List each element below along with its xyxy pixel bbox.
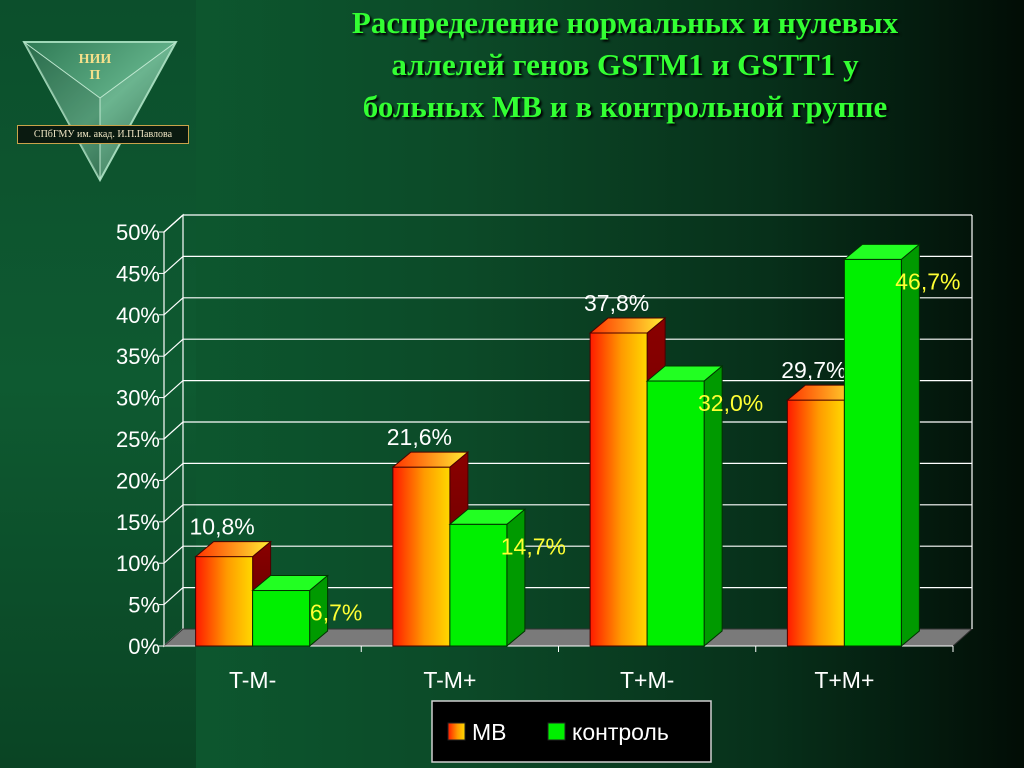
legend-label: МВ <box>472 719 507 745</box>
bar-front <box>195 556 254 647</box>
bar-side <box>506 508 526 648</box>
bar-top <box>251 575 330 592</box>
gridline-side <box>163 380 184 399</box>
bar-front <box>449 523 508 647</box>
data-label: 6,7% <box>310 600 362 626</box>
bar <box>448 508 527 648</box>
data-label: 32,0% <box>698 390 763 416</box>
x-tick-label: T+M+ <box>814 667 874 693</box>
logo-text-line2: П <box>89 68 101 83</box>
gridline-side <box>163 214 184 233</box>
y-tick-label: 20% <box>116 468 160 493</box>
legend-box <box>431 700 712 763</box>
gridline-side <box>163 338 184 357</box>
data-label: 10,8% <box>190 514 255 540</box>
x-tick-label: T+M- <box>620 667 674 693</box>
data-label: 21,6% <box>387 424 452 450</box>
data-label: 29,7% <box>781 357 846 383</box>
bars: 10,8% 6,7% 21,6% 14,7% 37,8% 32,0% 29,7% 46,7% <box>190 243 960 648</box>
legend-label: контроль <box>572 719 669 745</box>
y-tick-label: 50% <box>116 220 160 245</box>
bar-top <box>448 508 527 525</box>
y-tick-label: 25% <box>116 427 160 452</box>
bar <box>645 364 724 648</box>
gridline-side <box>163 297 184 316</box>
bar-front <box>392 466 451 647</box>
bar <box>842 243 921 648</box>
bar <box>251 574 330 648</box>
y-tick-label: 35% <box>116 344 160 369</box>
x-axis-labels: T-M- T-M+ T+M- T+M+ <box>229 646 954 693</box>
gridline-side <box>163 587 184 606</box>
y-tick-label: 15% <box>116 510 160 535</box>
legend-swatch <box>547 722 566 741</box>
y-tick-label: 10% <box>116 551 160 576</box>
y-tick-label: 0% <box>128 634 160 659</box>
legend: МВ контроль <box>431 700 712 763</box>
y-tick-label: 45% <box>116 261 160 286</box>
bar-front <box>843 258 902 647</box>
title-line-3: больных МВ и в контрольной группе <box>362 89 888 124</box>
title-line-1: Распределение нормальных и нулевых <box>351 5 899 40</box>
gridline-side <box>163 421 184 440</box>
gridline-side <box>163 504 184 523</box>
title-line-2: аллелей генов GSTM1 и GSTT1 у <box>391 47 859 82</box>
triangle-logo-icon <box>22 41 178 183</box>
bar-front <box>589 332 648 647</box>
bar-top <box>194 541 273 558</box>
data-label: 46,7% <box>895 268 960 294</box>
y-tick-label: 30% <box>116 386 160 411</box>
data-label: 14,7% <box>501 533 566 559</box>
bar-top <box>842 243 921 260</box>
x-tick-label: T-M+ <box>423 667 476 693</box>
y-axis-ticks: 0% 5% 10% 15% 20% 25% 30% 35% 40% 45% 50% <box>116 220 164 659</box>
logo-text: НИИ П <box>60 52 130 84</box>
legend-swatch <box>447 722 466 741</box>
y-tick-label: 40% <box>116 303 160 328</box>
slide-title: Распределение нормальных и нулевых аллел… <box>230 2 1020 128</box>
bar-top <box>588 317 667 334</box>
logo-caption: СПбГМУ им. акад. И.П.Павлова <box>17 125 189 144</box>
y-tick-label: 5% <box>128 593 160 618</box>
bar-side <box>900 243 920 648</box>
gridline-side <box>163 462 184 481</box>
gridline-side <box>163 545 184 564</box>
logo-text-line1: НИИ <box>78 52 112 67</box>
bar-front <box>646 380 705 647</box>
bar-top <box>645 365 724 382</box>
bar-top <box>391 451 470 468</box>
bar-front <box>786 399 845 647</box>
gridline-side <box>163 255 184 274</box>
x-tick-label: T-M- <box>229 667 276 693</box>
data-label: 37,8% <box>584 290 649 316</box>
bar-front <box>252 590 311 647</box>
